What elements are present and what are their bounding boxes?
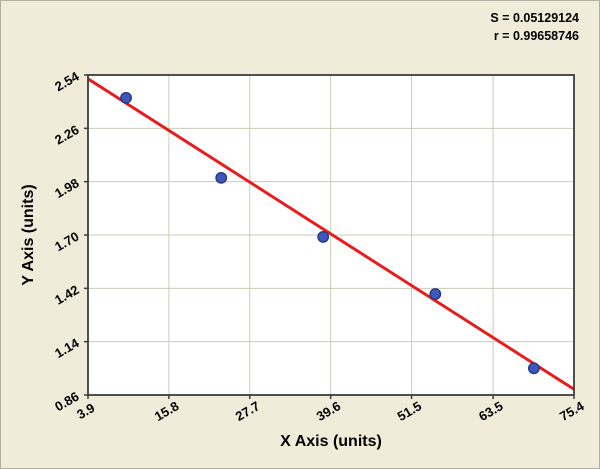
x-tick-label: 39.6 [314,398,343,424]
data-point [120,91,132,104]
y-tick-label: 2.26 [52,122,81,148]
x-tick-label: 63.5 [476,398,505,424]
data-point [317,231,330,243]
y-tick-label: 2.54 [52,68,82,94]
fit-statistics: S = 0.05129124 r = 0.99658746 [490,9,579,45]
x-tick-label: 27.7 [233,398,262,424]
x-tick-label: 51.5 [395,398,424,424]
data-point [429,288,442,300]
y-axis-title: Y Axis (units) [20,184,37,286]
x-tick-label: 15.8 [152,398,181,424]
stat-correlation: r = 0.99658746 [493,29,579,44]
data-point [527,362,540,375]
y-tick-label: 1.70 [52,229,81,255]
y-tick-label: 1.42 [52,282,81,308]
data-point [215,171,228,184]
y-tick-label: 1.98 [52,175,81,201]
y-tick-label: 1.14 [52,335,82,361]
regression-line [87,77,575,391]
x-tick-label: 75.4 [557,398,587,424]
stat-standard-error: S = 0.05129124 [490,11,579,25]
x-axis-title: X Axis (units) [280,433,382,450]
